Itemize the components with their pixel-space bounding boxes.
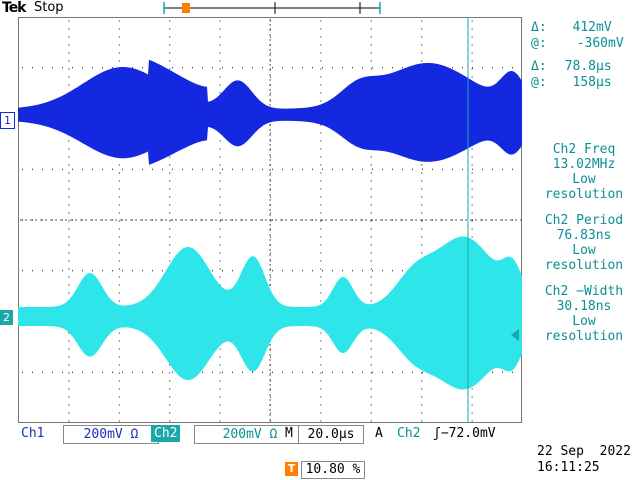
measurement-name: Ch2 −Width [544, 284, 624, 299]
measurement-ch2-neg-width: Ch2 −Width 30.18ns Low resolution [528, 284, 640, 344]
ch2-envelope-samples [18, 237, 522, 390]
time-cursor-at: @: 158µs [531, 75, 612, 90]
measurement-value: 76.83ns [556, 228, 612, 243]
measurement-note: Low [572, 172, 596, 187]
at-symbol: @: [531, 75, 547, 90]
ch2-label[interactable]: Ch2 [151, 425, 181, 442]
ch2-waveform [18, 236, 522, 390]
time-cursor-delta: Δ: 78.8µs [531, 59, 612, 74]
delta-symbol: Δ: [531, 20, 547, 35]
measurement-note: Low [572, 314, 596, 329]
trigger-source[interactable]: Ch2 [397, 426, 421, 441]
delta-symbol: Δ: [531, 59, 547, 74]
waveform-graticule[interactable] [18, 17, 522, 423]
time-text: 16:11:25 [537, 460, 600, 475]
measurement-ch2-freq: Ch2 Freq 13.02MHz Low resolution [528, 142, 640, 202]
measurement-note: resolution [544, 187, 624, 202]
status-bar: Ch1 200mV Ω Ch2 200mV Ω M 20.0µs A Ch2 ʃ… [18, 425, 524, 444]
measurement-note: resolution [544, 258, 624, 273]
record-position-bar [163, 2, 381, 14]
measurement-name: Ch2 Period [544, 213, 624, 228]
datetime: 22 Sep 2022 16:11:25 [537, 444, 631, 476]
measurement-value: 30.18ns [556, 299, 612, 314]
ch1-ground-marker[interactable]: 1 [0, 112, 15, 129]
voltage-cursor-at: @: -360mV [531, 36, 624, 51]
acquisition-state: Stop [34, 0, 64, 15]
voltage-cursor-delta: Δ: 412mV [531, 20, 612, 35]
trigger-mode: A [375, 426, 383, 441]
time-at-value: 158µs [572, 75, 612, 90]
at-symbol: @: [531, 36, 547, 51]
measurement-name: Ch2 Freq [552, 142, 616, 157]
timebase-label: M [285, 426, 293, 441]
trigger-position-value[interactable]: 10.80 % [301, 461, 365, 479]
trigger-level-arrow-icon [511, 329, 519, 341]
voltage-at-value: -360mV [576, 36, 624, 51]
time-delta-value: 78.8µs [564, 59, 612, 74]
ch1-label[interactable]: Ch1 [21, 426, 45, 441]
ch1-envelope-samples [18, 60, 522, 165]
ch2-ground-marker[interactable]: 2 [0, 310, 13, 325]
trigger-position-icon: T [285, 462, 298, 476]
timebase-value[interactable]: 20.0µs [298, 425, 364, 444]
ch1-scale[interactable]: 200mV Ω [63, 425, 159, 444]
voltage-delta-value: 412mV [572, 20, 612, 35]
measurement-value: 13.02MHz [552, 157, 616, 172]
measurement-ch2-period: Ch2 Period 76.83ns Low resolution [528, 213, 640, 273]
trigger-level[interactable]: ʃ−72.0mV [433, 426, 496, 441]
tek-logo: Tek [2, 0, 26, 16]
measurement-note: Low [572, 243, 596, 258]
ch1-waveform [18, 59, 522, 165]
measurement-note: resolution [544, 329, 624, 344]
date-text: 22 Sep 2022 [537, 444, 631, 459]
